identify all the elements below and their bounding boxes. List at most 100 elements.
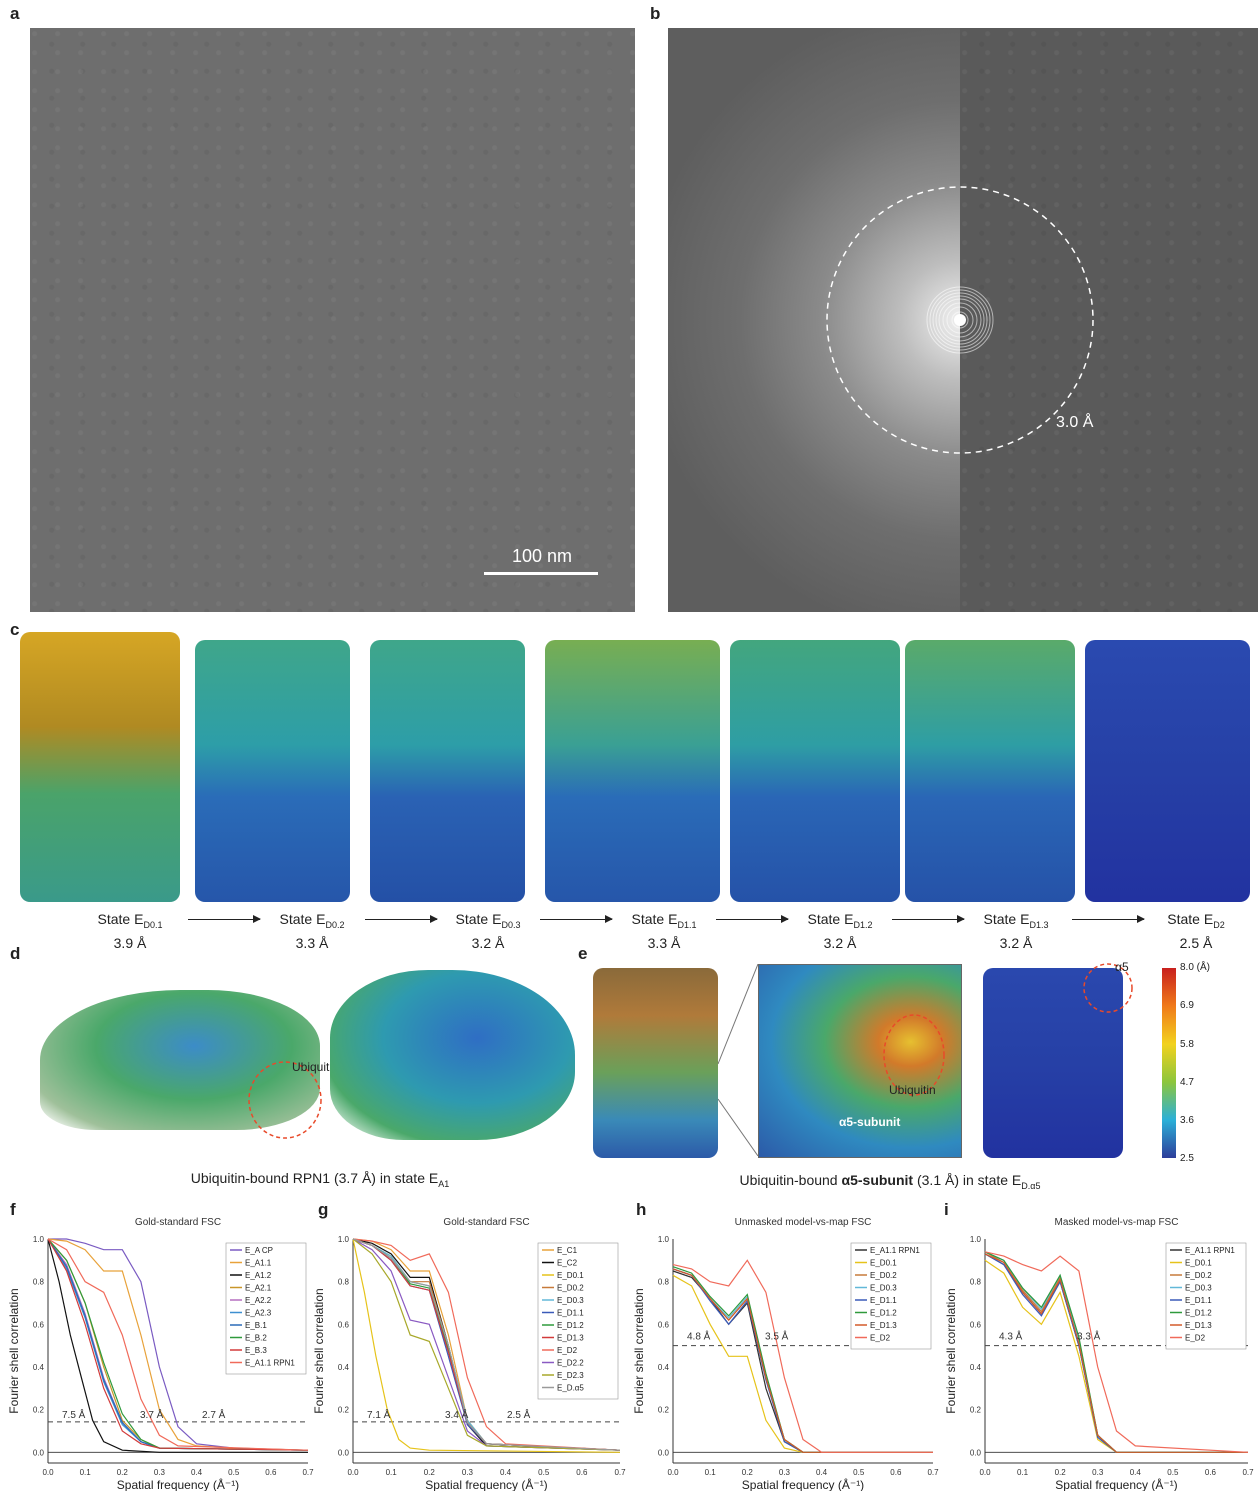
thon-rings	[826, 186, 1094, 454]
chart-title: Unmasked model-vs-map FSC	[735, 1217, 872, 1228]
x-tick-label: 0.0	[42, 1468, 54, 1477]
panel-e: Ubiquitin α5-subunit α5 8.0 (Å) 6.9 5.8 …	[590, 958, 1258, 1164]
y-tick-label: 0.8	[658, 1278, 670, 1287]
fsc-curve	[47, 1238, 308, 1453]
fsc-curve	[47, 1238, 309, 1451]
legend-entry: E_A1.1 RPN1	[870, 1246, 920, 1255]
x-tick-label: 0.4	[1130, 1468, 1142, 1477]
x-tick-label: 0.6	[576, 1468, 588, 1477]
state-map-7	[1085, 640, 1250, 902]
resolution-annotation: 2.7 Å	[202, 1408, 226, 1421]
y-tick-label: 0.8	[970, 1278, 982, 1287]
ubiquitin-label-d: Ubiquitin	[292, 1060, 339, 1074]
x-tick-label: 0.1	[1017, 1468, 1029, 1477]
x-tick-label: 0.3	[1092, 1468, 1104, 1477]
x-axis-label: Spatial frequency (Å⁻¹)	[425, 1477, 547, 1491]
x-tick-label: 0.2	[1055, 1468, 1067, 1477]
state-map-5	[730, 640, 900, 902]
scale-bar-label: 100 nm	[511, 546, 573, 566]
zoom-connector-lines	[718, 964, 758, 1156]
legend-entry: E_A2.3	[245, 1309, 272, 1318]
y-tick-label: 0.8	[33, 1278, 45, 1287]
y-axis-label: Fourier shell correlation	[944, 1288, 958, 1413]
legend-entry: E_D.α5	[557, 1384, 584, 1393]
state-map-2	[195, 640, 350, 902]
colorbar-tick: 4.7	[1180, 1077, 1194, 1088]
x-axis-label: Spatial frequency (Å⁻¹)	[742, 1477, 864, 1491]
x-tick-label: 0.6	[890, 1468, 902, 1477]
fsc-chart-i: Masked model-vs-map FSC 0.0 0.1 0.2 0.3 0.4 0.…	[944, 1217, 1254, 1491]
panel-letter-f: f	[10, 1200, 16, 1219]
x-tick-label: 0.4	[500, 1468, 512, 1477]
y-tick-label: 1.0	[338, 1235, 350, 1244]
y-tick-label: 0.6	[970, 1320, 982, 1329]
panel-c-states: State ED0.1 3.9 Å State ED0.2 3.3 Å State …	[0, 620, 1258, 951]
legend-entry: E_D2.3	[557, 1371, 584, 1380]
y-tick-label: 0.2	[338, 1406, 350, 1415]
fsc-chart-h: Unmasked model-vs-map FSC 0.0 0.1 0.2 0.3 0.4…	[632, 1217, 939, 1491]
ubiquitin-ring-d	[248, 1061, 322, 1139]
state-map-1	[20, 632, 180, 902]
transition-arrow-6	[1072, 915, 1145, 923]
rpn1-density-map	[40, 990, 320, 1130]
resolution-annotation: 7.1 Å	[367, 1408, 391, 1421]
y-tick-label: 0.0	[658, 1448, 670, 1457]
y-axis-label: Fourier shell correlation	[312, 1288, 326, 1413]
local-resolution-colorbar	[1162, 968, 1176, 1158]
legend-entry: E_D1.2	[557, 1321, 584, 1330]
panel-letter-b: b	[650, 4, 661, 23]
fsc-curve	[352, 1238, 621, 1451]
resolution-ring	[826, 186, 1094, 454]
legend-entry: E_D1.1	[557, 1309, 584, 1318]
y-tick-label: 0.0	[33, 1448, 45, 1457]
transition-arrow-1	[188, 915, 261, 923]
x-tick-label: 0.1	[705, 1468, 717, 1477]
resolution-annotation: 3.4 Å	[445, 1408, 469, 1421]
legend-entry: E_D0.3	[557, 1296, 584, 1305]
fsc-curve	[352, 1238, 621, 1451]
legend-entry: E_A CP	[245, 1246, 273, 1255]
alpha5-subunit-label: α5-subunit	[839, 1115, 901, 1129]
alpha5-label: α5	[1115, 960, 1129, 974]
fsc-curve	[984, 1251, 1249, 1453]
legend-entry: E_D2	[557, 1346, 578, 1355]
resolution-annotation: 3.7 Å	[140, 1408, 164, 1421]
legend-entry: E_A1.1 RPN1	[245, 1359, 295, 1368]
legend-entry: E_B.3	[245, 1346, 267, 1355]
y-axis-label: Fourier shell correlation	[632, 1288, 646, 1413]
fsc-curve	[984, 1253, 1248, 1453]
legend-entry: E_D0.1	[1185, 1259, 1212, 1268]
legend-entry: E_D2.2	[557, 1359, 584, 1368]
x-tick-label: 0.3	[462, 1468, 474, 1477]
y-tick-label: 0.8	[338, 1278, 350, 1287]
fsc-curve	[47, 1238, 309, 1451]
x-tick-label: 0.2	[117, 1468, 129, 1477]
colorbar-unit-label: 8.0 (Å)	[1180, 962, 1211, 973]
y-tick-label: 0.4	[338, 1363, 350, 1372]
transition-arrow-4	[716, 915, 789, 923]
legend-entry: E_D0.1	[870, 1259, 897, 1268]
resolution-annotation: 3.5 Å	[765, 1330, 789, 1343]
y-tick-label: 0.2	[33, 1406, 45, 1415]
y-tick-label: 1.0	[658, 1235, 670, 1244]
state-label-4: State ED1.1 3.3 Å	[631, 911, 697, 951]
legend-entry: E_D1.3	[870, 1321, 897, 1330]
state-label-3: State ED0.3 3.2 Å	[455, 911, 521, 951]
state-label-5: State ED1.2 3.2 Å	[807, 911, 873, 951]
alpha5-cp-map	[983, 968, 1123, 1158]
y-axis-label: Fourier shell correlation	[7, 1288, 21, 1413]
state-map-4	[545, 640, 720, 902]
y-tick-label: 0.6	[33, 1320, 45, 1329]
resolution-annotation: 4.8 Å	[687, 1330, 711, 1343]
panel-letter-e: e	[578, 944, 588, 963]
colorbar-tick: 6.9	[1180, 1000, 1194, 1011]
legend-entry: E_A2.2	[245, 1296, 272, 1305]
state-map-6	[905, 640, 1075, 902]
alpha5-zoom-inset: Ubiquitin α5-subunit	[758, 964, 962, 1158]
y-tick-label: 1.0	[970, 1235, 982, 1244]
resolution-annotation: 3.3 Å	[1077, 1330, 1101, 1343]
x-tick-label: 0.3	[779, 1468, 791, 1477]
alpha5-overview-map	[593, 968, 718, 1158]
state-label-6: State ED1.3 3.2 Å	[983, 911, 1049, 951]
resolution-annotation: 2.5 Å	[507, 1408, 531, 1421]
